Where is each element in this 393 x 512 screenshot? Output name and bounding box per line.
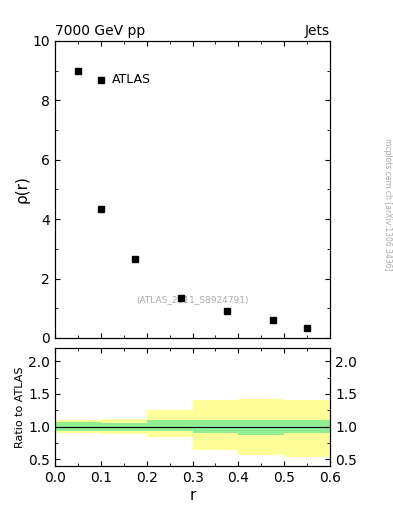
Bar [284, 420, 330, 433]
Y-axis label: ρ(r): ρ(r) [15, 176, 30, 203]
Bar [193, 400, 239, 450]
Text: Jets: Jets [305, 25, 330, 38]
Bar [193, 420, 239, 433]
Bar [284, 400, 330, 457]
X-axis label: r: r [189, 487, 196, 503]
Bar [101, 419, 147, 434]
Bar [239, 398, 284, 455]
Bar [55, 422, 101, 431]
Bar [55, 420, 101, 433]
Text: 7000 GeV pp: 7000 GeV pp [55, 25, 145, 38]
Bar [147, 410, 193, 437]
Bar [239, 420, 284, 435]
Text: mcplots.cern.ch [arXiv:1306.3436]: mcplots.cern.ch [arXiv:1306.3436] [383, 138, 391, 271]
Text: (ATLAS_2011_S8924791): (ATLAS_2011_S8924791) [136, 295, 249, 304]
Y-axis label: Ratio to ATLAS: Ratio to ATLAS [15, 366, 26, 448]
Bar [147, 420, 193, 431]
Bar [101, 423, 147, 431]
Text: ATLAS: ATLAS [112, 73, 151, 86]
